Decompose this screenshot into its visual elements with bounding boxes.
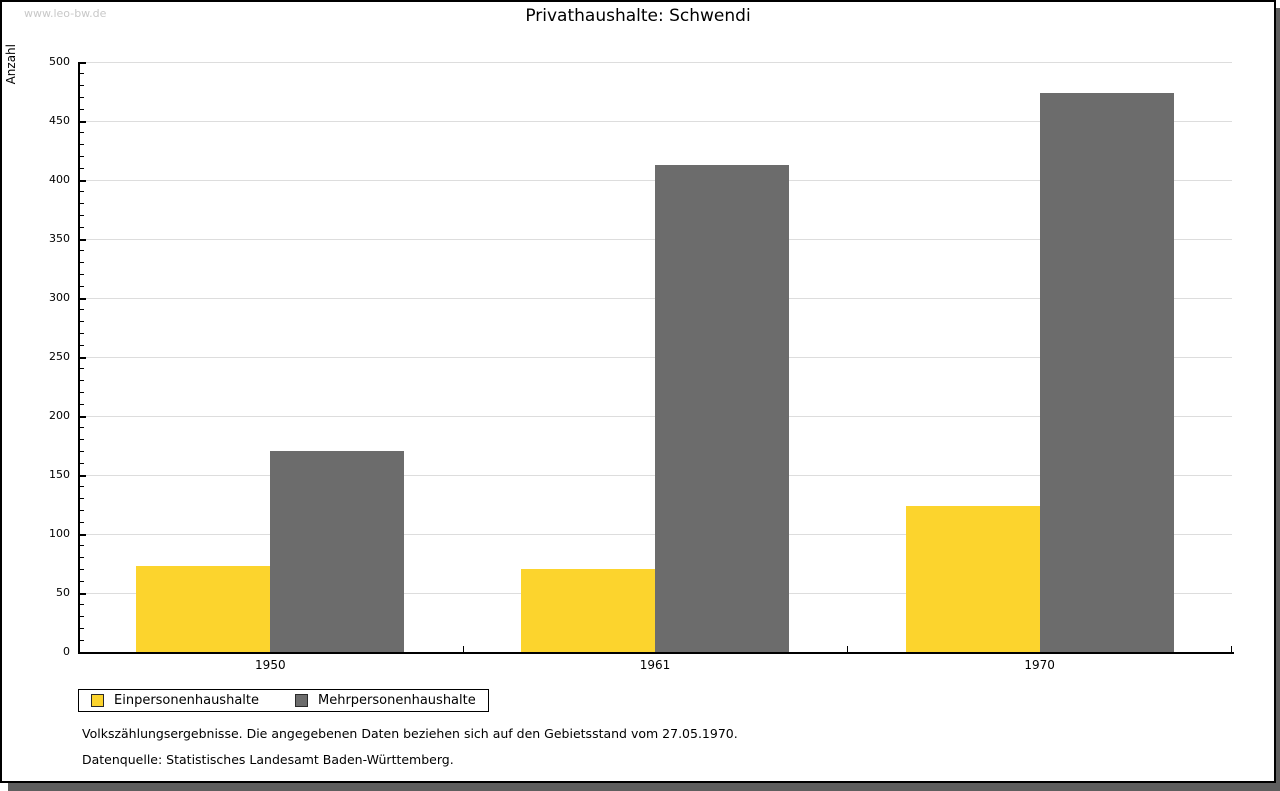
y-minor-tick-130 [80,498,84,500]
y-minor-tick-220 [80,391,84,393]
y-major-tick-400 [80,179,86,182]
y-minor-tick-70 [80,568,84,570]
y-minor-tick-210 [80,403,84,405]
y-major-tick-500 [80,61,86,64]
y-major-tick-300 [80,297,86,300]
bar-einpersonenhaushalte-1970 [905,505,1040,652]
y-tick-label-300: 300 [49,291,70,304]
x-tick-label-1970: 1970 [1024,658,1055,672]
y-major-tick-50 [80,592,86,595]
y-minor-tick-230 [80,380,84,382]
y-minor-tick-470 [80,96,84,98]
y-major-tick-200 [80,415,86,418]
legend-label: Einpersonenhaushalte [114,693,259,708]
y-tick-label-0: 0 [63,645,70,658]
legend-swatch-yellow [91,694,104,707]
y-minor-tick-330 [80,262,84,264]
y-minor-tick-390 [80,191,84,193]
chart-title: Privathaushalte: Schwendi [525,6,751,26]
bar-mehrpersonenhaushalte-1961 [655,164,789,652]
y-tick-label-450: 450 [49,114,70,127]
y-minor-tick-30 [80,616,84,618]
y-tick-label-200: 200 [49,409,70,422]
legend: Einpersonenhaushalte Mehrpersonenhaushal… [78,689,489,712]
legend-item-einpersonenhaushalte: Einpersonenhaushalte [91,693,259,708]
x-axis-line [78,652,1234,654]
y-minor-tick-190 [80,427,84,429]
y-tick-label-100: 100 [49,527,70,540]
y-minor-tick-110 [80,521,84,523]
y-major-tick-150 [80,474,86,477]
y-minor-tick-310 [80,285,84,287]
y-minor-tick-290 [80,309,84,311]
y-minor-tick-240 [80,368,84,370]
gridline-450 [78,120,1232,122]
bar-mehrpersonenhaushalte-1950 [270,451,405,652]
x-tick-label-1961: 1961 [639,658,671,672]
y-minor-tick-320 [80,273,84,275]
y-axis-line [78,62,80,654]
gridline-500 [78,61,1232,63]
y-axis-label: Anzahl [4,44,18,85]
legend-item-mehrpersonenhaushalte: Mehrpersonenhaushalte [295,693,476,708]
y-minor-tick-370 [80,214,84,216]
y-minor-tick-40 [80,604,84,606]
y-minor-tick-440 [80,132,84,134]
y-minor-tick-20 [80,627,84,629]
y-minor-tick-480 [80,85,84,87]
x-boundary-tick-3 [1231,646,1232,652]
y-major-tick-250 [80,356,86,359]
y-minor-tick-260 [80,344,84,346]
y-major-tick-350 [80,238,86,241]
y-minor-tick-280 [80,321,84,323]
y-tick-label-400: 400 [49,173,70,186]
x-boundary-tick-2 [847,646,849,652]
y-minor-tick-80 [80,557,84,559]
y-tick-label-500: 500 [49,55,70,68]
legend-swatch-gray [295,694,308,707]
y-minor-tick-420 [80,155,84,157]
bar-mehrpersonenhaushalte-1970 [1039,92,1174,652]
y-minor-tick-270 [80,332,84,334]
y-minor-tick-120 [80,509,84,511]
x-boundary-tick-1 [462,646,464,652]
y-minor-tick-90 [80,545,84,547]
footer-note-source-period: Volkszählungsergebnisse. Die angegebenen… [82,726,738,741]
bar-einpersonenhaushalte-1961 [521,569,655,652]
y-tick-label-350: 350 [49,232,70,245]
y-minor-tick-340 [80,250,84,252]
y-tick-label-250: 250 [49,350,70,363]
legend-label: Mehrpersonenhaushalte [318,693,476,708]
y-tick-label-150: 150 [49,468,70,481]
y-minor-tick-380 [80,203,84,205]
chart-content: www.leo-bw.de Privathaushalte: Schwendi … [2,2,1274,781]
footer-note-datasource: Datenquelle: Statistisches Landesamt Bad… [82,752,454,767]
y-minor-tick-460 [80,108,84,110]
x-tick-label-1950: 1950 [255,658,286,672]
y-minor-tick-160 [80,462,84,464]
y-minor-tick-60 [80,580,84,582]
y-minor-tick-170 [80,450,84,452]
y-major-tick-450 [80,120,86,123]
y-minor-tick-10 [80,639,84,641]
y-tick-label-50: 50 [56,586,70,599]
y-minor-tick-180 [80,439,84,441]
y-minor-tick-140 [80,486,84,488]
watermark: www.leo-bw.de [24,7,107,20]
y-minor-tick-490 [80,73,84,75]
y-minor-tick-430 [80,144,84,146]
y-minor-tick-360 [80,226,84,228]
y-major-tick-100 [80,533,86,536]
bar-einpersonenhaushalte-1950 [136,565,271,652]
y-minor-tick-410 [80,167,84,169]
